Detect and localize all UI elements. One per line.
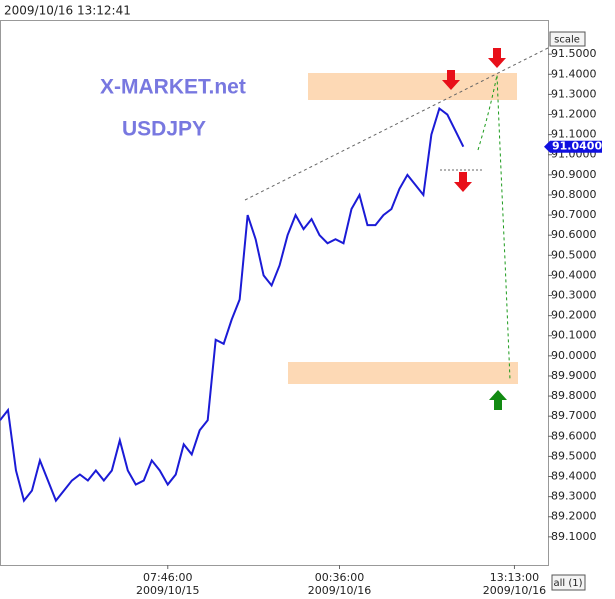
y-tick-label: 90.1000 xyxy=(551,329,597,342)
all-button[interactable] xyxy=(551,574,586,591)
y-tick-label: 91.5000 xyxy=(551,47,597,60)
y-tick-label: 89.1000 xyxy=(551,530,597,543)
y-tick-label: 91.3000 xyxy=(551,87,597,100)
y-tick-label: 89.5000 xyxy=(551,449,597,462)
y-tick-label: 89.2000 xyxy=(551,510,597,523)
resistance-zone xyxy=(308,73,517,100)
y-tick-label: 89.8000 xyxy=(551,389,597,402)
y-tick-label: 89.6000 xyxy=(551,429,597,442)
y-tick-label: 90.5000 xyxy=(551,248,597,261)
series xyxy=(0,106,465,503)
x-tick-label: 13:13:00 xyxy=(490,571,539,584)
down-arrow xyxy=(488,48,506,68)
up-arrow xyxy=(489,390,507,410)
y-tick-label: 91.1000 xyxy=(551,128,597,141)
y-tick-label: 91.2000 xyxy=(551,108,597,121)
x-tick-label: 07:46:00 xyxy=(143,571,192,584)
scale-button[interactable] xyxy=(549,31,586,47)
y-tick-label: 89.3000 xyxy=(551,490,597,503)
y-tick-label: 91.4000 xyxy=(551,67,597,80)
y-tick-label: 90.3000 xyxy=(551,289,597,302)
y-tick-label: 90.9000 xyxy=(551,168,597,181)
y-tick-label: 90.8000 xyxy=(551,188,597,201)
down-arrow xyxy=(454,172,472,192)
scale-button-label[interactable]: scale xyxy=(554,35,580,46)
y-tick-label: 90.7000 xyxy=(551,208,597,221)
x-tick-date: 2009/10/16 xyxy=(483,584,546,595)
support-zone xyxy=(288,362,518,384)
down-arrow xyxy=(442,70,460,90)
y-tick-label: 89.9000 xyxy=(551,369,597,382)
y-tick-label: 90.0000 xyxy=(551,349,597,362)
all-button-label[interactable]: all (1) xyxy=(553,578,582,589)
x-tick-date: 2009/10/15 xyxy=(136,584,199,595)
y-tick-label: 90.2000 xyxy=(551,309,597,322)
x-tick-label: 00:36:00 xyxy=(315,571,364,584)
chart-subtitle: USDJPY xyxy=(122,118,206,141)
price-marker-label: 91.0400 xyxy=(552,140,602,153)
y-tick-label: 90.6000 xyxy=(551,228,597,241)
axes: 89.1000 89.2000 89.3000 89.4000 89.5000 89.60… xyxy=(136,47,602,597)
x-tick-date: 2009/10/16 xyxy=(308,584,371,595)
chart-title: X-MARKET.net xyxy=(100,76,246,99)
price-line xyxy=(0,106,465,503)
price-marker xyxy=(544,140,602,153)
y-tick-label: 89.7000 xyxy=(551,409,597,422)
plot-frame xyxy=(0,20,549,566)
projection-line xyxy=(477,74,511,381)
y-tick-label: 89.4000 xyxy=(551,470,597,483)
timestamp: 2009/10/16 13:12:41 xyxy=(4,4,131,18)
y-tick-label: 90.4000 xyxy=(551,268,597,281)
trend-line xyxy=(244,47,549,201)
